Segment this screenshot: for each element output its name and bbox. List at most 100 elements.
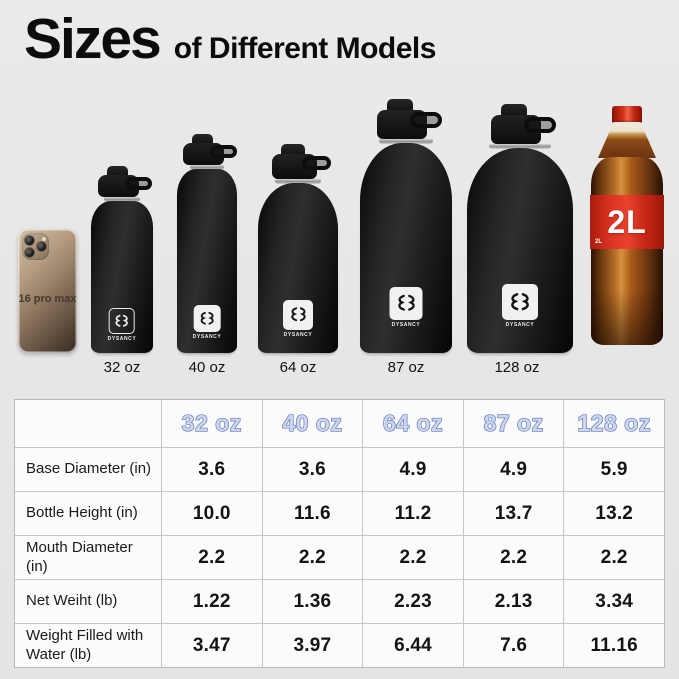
cap-handle [125, 177, 152, 190]
bottle-cap [98, 166, 152, 197]
bottle-40oz-image: DYSANCY [177, 134, 237, 353]
dysancy-logo-icon [283, 299, 313, 330]
table-cell-value: 3.6 [162, 448, 262, 491]
steel-neck-ring [379, 138, 433, 144]
cola-cap [612, 106, 642, 123]
bottle-cap [377, 99, 442, 139]
dysancy-logo: DYSANCY [283, 299, 313, 338]
bottle-cap [183, 134, 237, 165]
dysancy-logo-text: DYSANCY [283, 331, 313, 338]
table-cell-value: 2.2 [162, 536, 262, 579]
table-cell-value: 2.13 [463, 580, 564, 623]
bottle-87oz-image: DYSANCY [360, 99, 452, 353]
bottle-64oz-image: DYSANCY [258, 144, 338, 353]
col-header-40oz: 40 oz [262, 400, 363, 447]
dysancy-logo-text: DYSANCY [505, 322, 535, 329]
row-label-bottle-height: Bottle Height (in) [15, 492, 161, 535]
bottle-32oz-image: DYSANCY [91, 166, 153, 353]
table-cell-value: 1.22 [162, 580, 262, 623]
phone-label: 16 pro max [18, 293, 77, 305]
dysancy-logo: DYSANCY [502, 284, 538, 328]
bottle-body: DYSANCY [177, 169, 237, 353]
cola-bottle-image: 2L 2L [590, 106, 664, 345]
size-label-32oz: 32 oz [103, 359, 141, 376]
table-cell-value: 4.9 [463, 448, 564, 491]
bottle-body: DYSANCY [360, 143, 452, 353]
col-header-64oz: 64 oz [363, 400, 463, 447]
phone-image: 16 pro max [18, 229, 77, 353]
camera-lens-icon [24, 235, 35, 246]
row-label-net-weight: Net Weiht (lb) [15, 580, 161, 623]
title-sub: of Different Models [173, 32, 437, 65]
table-cell-value: 10.0 [162, 492, 262, 535]
row-label-weight-filled: Weight Filled with Water (lb) [15, 624, 161, 667]
title-main: Sizes [24, 7, 162, 71]
dysancy-logo-text: DYSANCY [107, 336, 137, 343]
cola-body: 2L 2L [590, 157, 664, 345]
bottle-body: DYSANCY [258, 183, 338, 353]
spec-table: 32 oz 40 oz 64 oz 87 oz 128 oz Base Diam… [14, 399, 665, 668]
cola-neck [598, 122, 656, 158]
table-cell-value: 2.2 [564, 536, 664, 579]
table-cell-value: 3.6 [262, 448, 363, 491]
row-label-mouth-diameter: Mouth Diameter (in) [15, 536, 161, 579]
table-cell-value: 3.34 [564, 580, 664, 623]
dysancy-logo-icon [109, 308, 135, 335]
table-cell-value: 11.2 [363, 492, 463, 535]
table-cell-value: 4.9 [363, 448, 463, 491]
camera-flash-icon [42, 237, 46, 241]
table-cell-value: 6.44 [363, 624, 463, 667]
dysancy-logo-icon [193, 305, 221, 333]
bottle-cap [491, 104, 556, 144]
table-cell-value: 3.47 [162, 624, 262, 667]
table-cell-value: 7.6 [463, 624, 564, 667]
page-title: Sizes of Different Models [24, 6, 436, 72]
table-cell-value: 2.23 [363, 580, 463, 623]
cola-2l-text: 2L [607, 203, 647, 240]
table-cell-value: 13.7 [463, 492, 564, 535]
col-header-87oz: 87 oz [463, 400, 564, 447]
table-cell-value: 2.2 [463, 536, 564, 579]
bottle-cap [272, 144, 331, 179]
size-label-87oz: 87 oz [387, 359, 425, 376]
table-cell-value: 2.2 [363, 536, 463, 579]
table-corner-cell [15, 400, 161, 447]
dysancy-logo: DYSANCY [193, 305, 222, 340]
table-cell-value: 13.2 [564, 492, 664, 535]
table-cell-value: 1.36 [262, 580, 363, 623]
col-header-128oz: 128 oz [564, 400, 664, 447]
size-label-64oz: 64 oz [279, 359, 317, 376]
cap-handle [524, 117, 556, 133]
table-cell-value: 11.6 [262, 492, 363, 535]
table-cell-value: 11.16 [564, 624, 664, 667]
dysancy-logo-icon [502, 284, 538, 321]
camera-lens-icon [24, 247, 35, 258]
steel-neck-ring [104, 196, 140, 202]
bottle-body: DYSANCY [467, 148, 573, 353]
dysancy-logo-text: DYSANCY [391, 321, 421, 328]
steel-neck-ring [489, 143, 551, 149]
size-label-128oz: 128 oz [494, 359, 540, 376]
cap-handle [302, 156, 331, 170]
table-cell-value: 5.9 [564, 448, 664, 491]
dysancy-logo-icon [389, 286, 423, 320]
row-label-base-diameter: Base Diameter (in) [15, 448, 161, 491]
bottle-body: DYSANCY [91, 201, 153, 353]
table-cell-value: 3.97 [262, 624, 363, 667]
cap-handle [210, 145, 237, 158]
table-cell-value: 2.2 [262, 536, 363, 579]
cola-2l-small-text: 2L [595, 239, 603, 245]
steel-neck-ring [274, 178, 322, 184]
cola-label: 2L 2L [590, 195, 664, 249]
dysancy-logo-text: DYSANCY [192, 334, 222, 341]
col-header-32oz: 32 oz [162, 400, 262, 447]
bottle-128oz-image: DYSANCY [467, 104, 573, 353]
size-label-40oz: 40 oz [188, 359, 226, 376]
dysancy-logo: DYSANCY [108, 308, 137, 342]
phone-camera-module [22, 233, 49, 260]
camera-lens-icon [36, 241, 47, 252]
steel-neck-ring [189, 164, 225, 170]
dysancy-logo: DYSANCY [389, 286, 423, 328]
cap-handle [410, 112, 442, 128]
